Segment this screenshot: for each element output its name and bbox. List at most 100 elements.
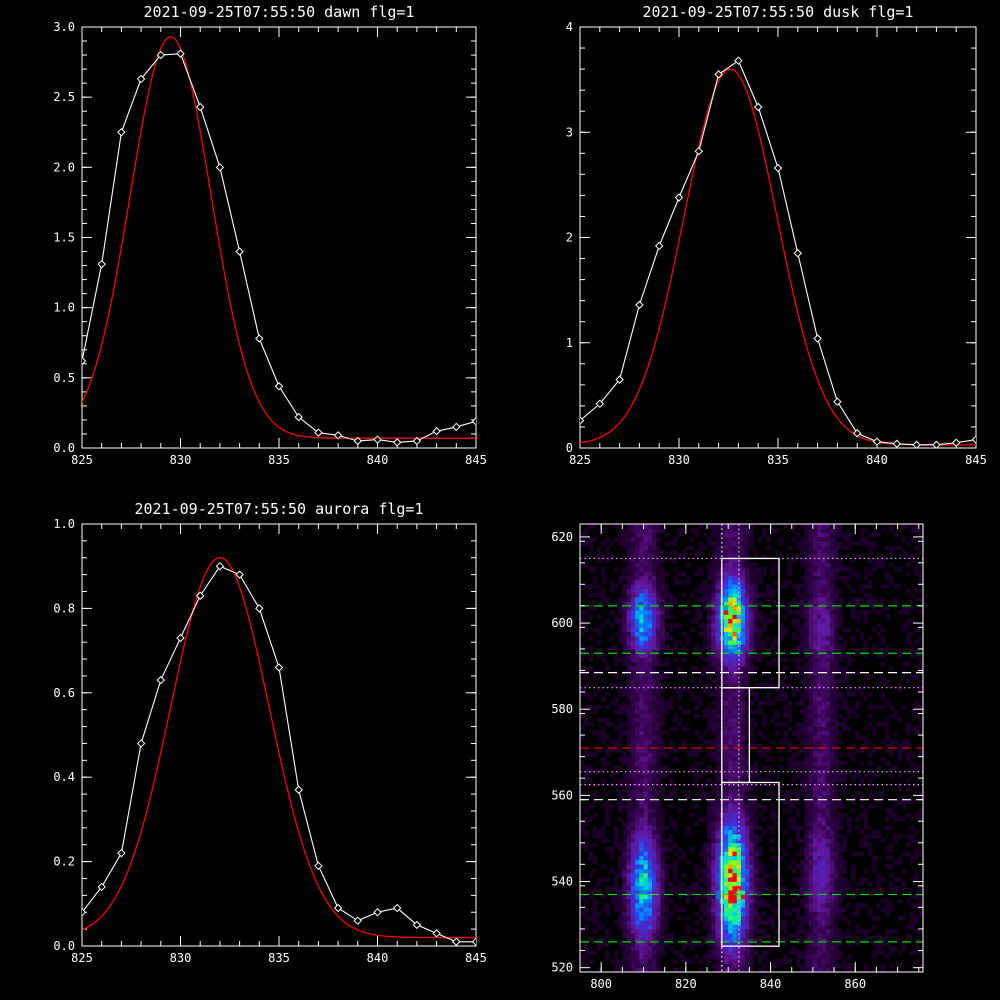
- dawn-data-point: [432, 426, 441, 436]
- image-heatmap-cell: [821, 567, 826, 572]
- image-heatmap-cell: [808, 661, 814, 667]
- image-heatmap-cell: [808, 933, 814, 938]
- image-heatmap-cell: [812, 631, 818, 637]
- image-heatmap-cell: [613, 786, 619, 792]
- image-heatmap-cell: [749, 946, 754, 951]
- image-heatmap-cell: [626, 894, 632, 900]
- image-heatmap-cell: [723, 816, 729, 822]
- image-heatmap-cell: [711, 911, 716, 917]
- image-heatmap-cell: [643, 941, 649, 947]
- image-heatmap-cell: [757, 627, 763, 632]
- image-heatmap-cell: [715, 704, 721, 710]
- image-heatmap-cell: [795, 700, 801, 706]
- image-heatmap-cell: [842, 627, 848, 632]
- image-heatmap-cell: [766, 950, 771, 956]
- image-heatmap-cell: [817, 532, 822, 538]
- image-heatmap-cell: [804, 868, 809, 874]
- image-heatmap-cell: [804, 674, 809, 680]
- image-heatmap-cell: [601, 937, 606, 943]
- image-heatmap-cell: [859, 631, 865, 637]
- image-heatmap-cell: [867, 752, 873, 757]
- aurora-plot-area: [82, 557, 476, 946]
- image-heatmap-cell: [745, 700, 750, 706]
- image-heatmap-cell: [859, 536, 865, 542]
- image-heatmap-cell: [825, 528, 831, 533]
- image-heatmap-cell: [656, 890, 661, 895]
- image-heatmap-cell: [588, 704, 593, 710]
- image-heatmap-cell: [630, 631, 636, 637]
- image-heatmap-cell: [592, 855, 598, 861]
- image-heatmap-cell: [707, 890, 712, 895]
- image-heatmap-cell: [639, 653, 644, 658]
- aurora-data-point: [452, 937, 461, 946]
- image-heatmap-cell: [723, 730, 729, 736]
- image-heatmap-cell: [732, 580, 737, 585]
- image-heatmap-cell: [702, 657, 708, 663]
- image-heatmap-cell: [635, 567, 640, 572]
- image-heatmap-cell: [829, 829, 835, 835]
- image-heatmap-cell: [808, 687, 814, 693]
- image-heatmap-cell: [808, 954, 814, 960]
- image-heatmap-cell: [711, 868, 716, 874]
- image-heatmap-cell: [622, 877, 627, 882]
- image-heatmap-cell: [664, 924, 670, 930]
- image-heatmap-cell: [817, 838, 822, 844]
- image-heatmap-cell: [834, 842, 839, 848]
- image-heatmap-cell: [681, 631, 687, 637]
- image-heatmap-cell: [702, 588, 708, 594]
- image-heatmap-cell: [736, 937, 742, 943]
- image-heatmap-cell: [791, 778, 797, 783]
- image-heatmap-cell: [834, 911, 839, 917]
- image-heatmap-cell: [618, 778, 623, 783]
- image-heatmap-cell: [618, 967, 623, 973]
- image-heatmap-cell: [660, 855, 665, 861]
- image-heatmap-cell: [685, 898, 691, 904]
- image-heatmap-cell: [795, 795, 801, 800]
- image-heatmap-cell: [707, 717, 712, 723]
- image-heatmap-cell: [749, 812, 754, 818]
- image-heatmap-cell: [876, 765, 881, 770]
- image-heatmap-cell: [626, 799, 632, 805]
- image-heatmap-cell: [694, 881, 699, 887]
- image-heatmap-cell: [867, 804, 873, 809]
- image-heatmap-cell: [740, 795, 746, 800]
- image-heatmap-cell: [651, 618, 657, 624]
- image-heatmap-cell: [804, 692, 809, 697]
- image-heatmap-cell: [791, 743, 797, 749]
- image-heatmap-cell: [660, 524, 665, 529]
- image-heatmap-cell: [685, 575, 691, 581]
- image-heatmap-cell: [647, 631, 653, 637]
- image-heatmap-cell: [829, 588, 835, 594]
- image-heatmap-cell: [838, 877, 843, 882]
- image-heatmap-cell: [740, 765, 746, 770]
- image-heatmap-cell: [834, 773, 839, 779]
- image-heatmap-cell: [749, 605, 754, 611]
- image-heatmap-cell: [588, 549, 593, 555]
- image-heatmap-cell: [804, 614, 809, 620]
- image-heatmap-cell: [715, 584, 721, 589]
- image-heatmap-cell: [639, 916, 644, 921]
- image-heatmap-cell: [651, 679, 657, 684]
- image-heatmap-cell: [800, 963, 805, 968]
- image-heatmap-cell: [770, 610, 776, 615]
- image-heatmap-cell: [630, 795, 636, 800]
- image-heatmap-cell: [618, 580, 623, 585]
- image-heatmap-cell: [647, 829, 653, 835]
- image-heatmap-cell: [685, 916, 691, 921]
- image-heatmap-cell: [715, 847, 721, 852]
- image-heatmap-cell: [723, 967, 729, 973]
- image-heatmap-cell: [702, 580, 708, 585]
- image-heatmap-cell: [626, 816, 632, 822]
- image-heatmap-cell: [635, 692, 640, 697]
- image-heatmap-cell: [728, 769, 733, 775]
- image-heatmap-cell: [821, 791, 826, 796]
- image-heatmap-cell: [855, 601, 860, 607]
- image-heatmap-cell: [808, 959, 814, 964]
- image-heatmap-cell: [618, 916, 623, 921]
- image-heatmap-cell: [808, 666, 814, 671]
- image-heatmap-cell: [643, 648, 649, 654]
- image-heatmap-cell: [808, 532, 814, 538]
- image-heatmap-cell: [834, 532, 839, 538]
- image-heatmap-cell: [732, 786, 737, 792]
- image-heatmap-cell: [643, 661, 649, 667]
